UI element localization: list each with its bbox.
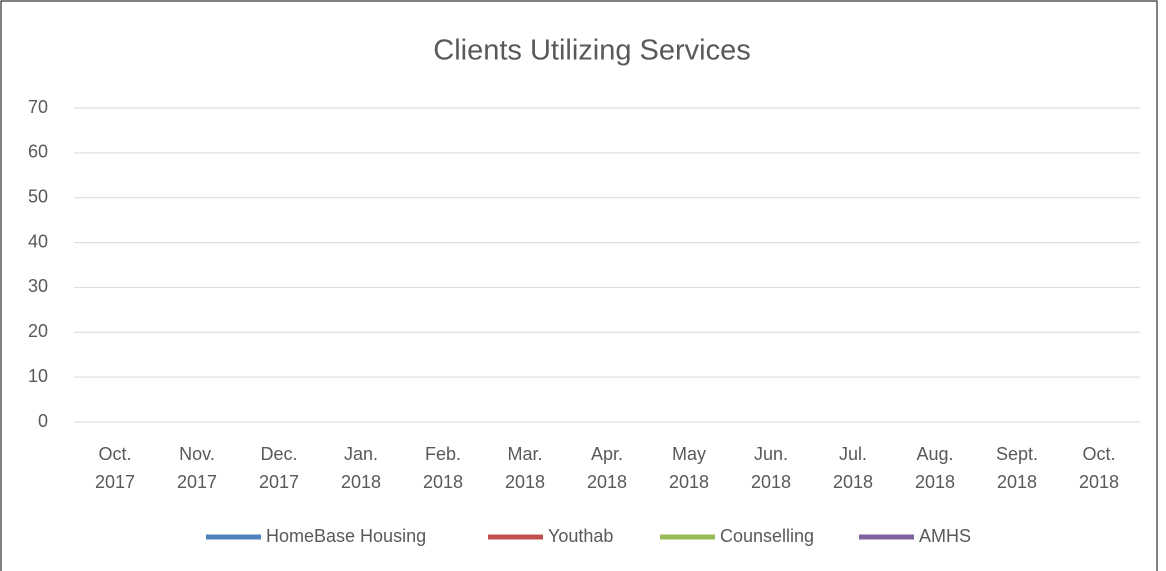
- legend-label: Youthab: [548, 526, 613, 546]
- x-tick-label: Jul. 2018: [833, 444, 873, 492]
- y-tick-label: 50: [28, 186, 48, 206]
- chart-title: Clients Utilizing Services: [433, 35, 751, 67]
- x-tick-label: Mar. 2018: [505, 444, 545, 492]
- y-tick-label: 60: [28, 142, 48, 162]
- y-tick-label: 40: [28, 231, 48, 251]
- legend-label: AMHS: [919, 526, 971, 546]
- x-tick-label: Nov. 2017: [177, 444, 217, 492]
- x-tick-label: Dec. 2017: [259, 444, 299, 492]
- x-tick-label: Jan. 2018: [341, 444, 381, 492]
- x-tick-label: Oct. 2017: [95, 444, 135, 492]
- x-tick-label: Feb. 2018: [423, 444, 463, 492]
- y-tick-label: 10: [28, 366, 48, 386]
- x-tick-label: May 2018: [669, 444, 709, 492]
- y-tick-label: 0: [38, 411, 48, 431]
- x-tick-label: Aug. 2018: [915, 444, 955, 492]
- x-tick-label: Jun. 2018: [751, 444, 791, 492]
- legend-label: Counselling: [720, 526, 814, 546]
- x-tick-label: Sept. 2018: [996, 444, 1038, 492]
- y-tick-label: 30: [28, 276, 48, 296]
- x-tick-label: Oct. 2018: [1079, 444, 1119, 492]
- y-tick-label: 20: [28, 321, 48, 341]
- legend-label: HomeBase Housing: [266, 526, 426, 546]
- y-tick-label: 70: [28, 97, 48, 117]
- x-tick-label: Apr. 2018: [587, 444, 627, 492]
